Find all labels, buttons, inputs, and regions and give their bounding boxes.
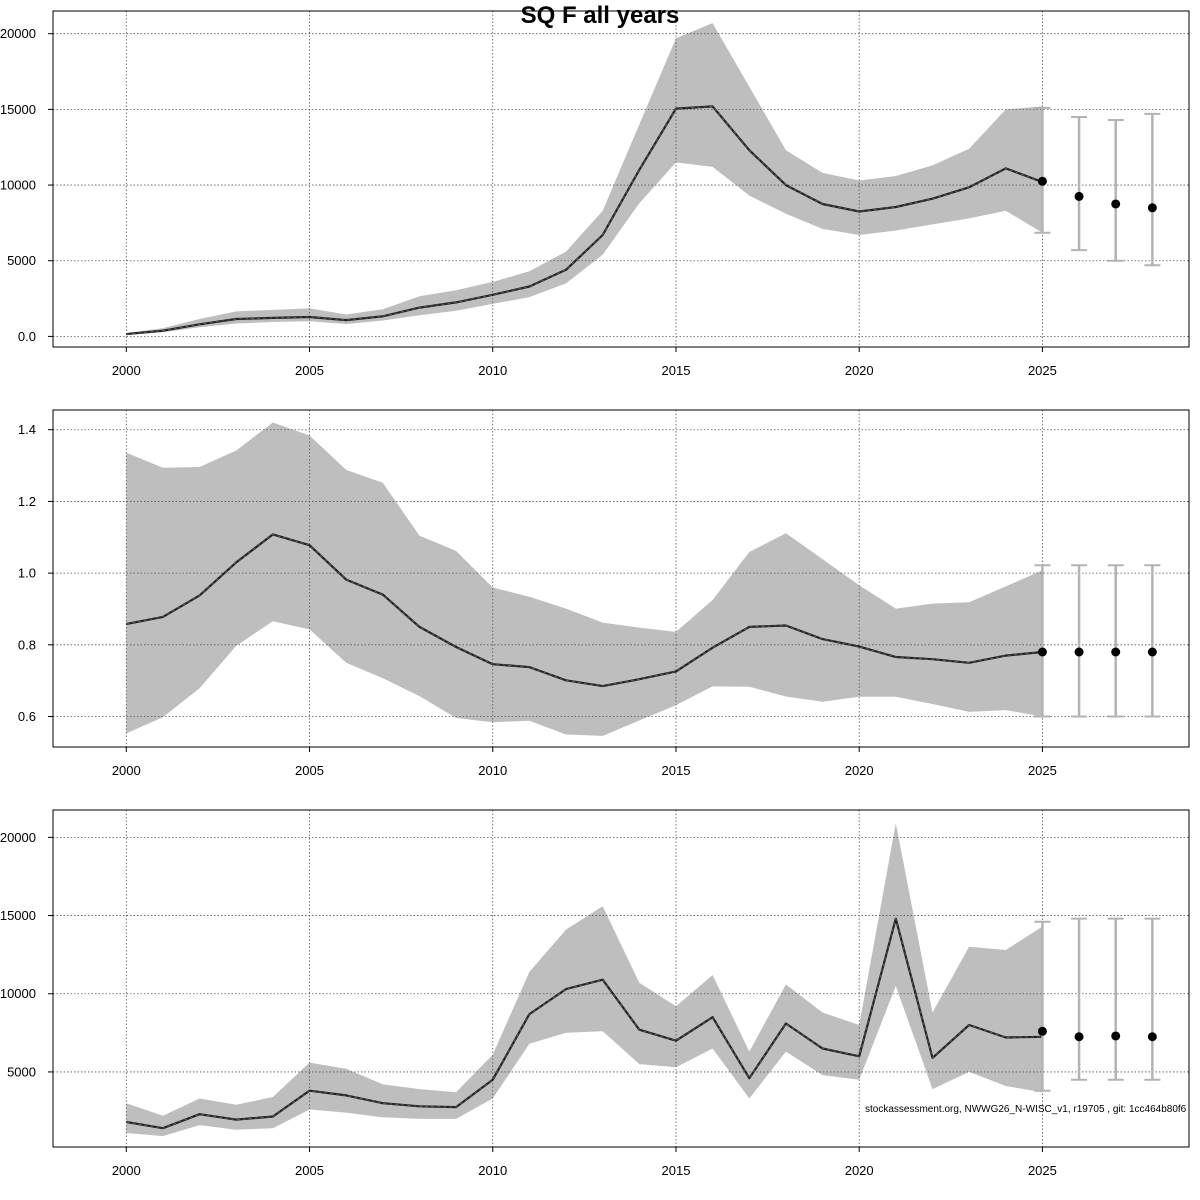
x-tick-label: 2025 [1028, 763, 1057, 778]
x-tick-label: 2005 [295, 1163, 324, 1178]
x-tick-label: 2015 [662, 1163, 691, 1178]
panel-top: 2000 2005 2010 2015 2020 2025 0.0 5000 10000 1500… [0, 10, 1190, 378]
x-tick-label: 2010 [478, 1163, 507, 1178]
y-tick-label: 0.6 [18, 709, 36, 724]
y-tick-label: 15000 [0, 102, 36, 117]
x-tick-label: 2020 [845, 1163, 874, 1178]
forecast-point [1147, 203, 1157, 213]
forecast-point [1037, 176, 1047, 186]
x-tick-label: 2020 [845, 363, 874, 378]
estimate-line-dash [126, 533, 1043, 687]
y-tick-label: 1.2 [18, 494, 36, 509]
x-tick-label: 2000 [112, 363, 141, 378]
x-tick-label: 2025 [1028, 1163, 1057, 1178]
x-tick-label: 2020 [845, 763, 874, 778]
estimate-line-dash [126, 917, 1043, 1129]
forecast-point [1074, 191, 1084, 201]
y-tick-label: 0.8 [18, 637, 36, 652]
forecast-point [1147, 647, 1157, 657]
confidence-band [126, 422, 1043, 736]
estimate-line [126, 105, 1043, 336]
y-tick-label: 1.0 [18, 566, 36, 581]
y-tick-label: 20000 [0, 26, 36, 41]
figure-title: SQ F all years [520, 2, 680, 29]
y-tick-label: 15000 [0, 908, 36, 923]
x-tick-label: 2015 [662, 363, 691, 378]
plot-frame [52, 10, 1190, 348]
forecast-point [1037, 1026, 1047, 1036]
y-tick-label: 10000 [0, 178, 36, 193]
y-tick-label: 0.0 [18, 329, 36, 344]
x-tick-label: 2010 [478, 363, 507, 378]
y-tick-label: 1.4 [18, 422, 36, 437]
y-tick-label: 20000 [0, 830, 36, 845]
forecast-point [1111, 1031, 1121, 1041]
x-tick-label: 2015 [662, 763, 691, 778]
panel-middle: 2000 2005 2010 2015 2020 2025 0.6 0.8 1.0 1.2 1.4 [18, 409, 1190, 778]
forecast-point [1147, 1032, 1157, 1042]
y-tick-label: 10000 [0, 986, 36, 1001]
x-tick-label: 2000 [112, 1163, 141, 1178]
x-tick-label: 2000 [112, 763, 141, 778]
x-tick-label: 2005 [295, 763, 324, 778]
panel-bottom: 2000 2005 2010 2015 2020 2025 5000 10000 15000 20… [0, 809, 1190, 1178]
forecast-point [1111, 647, 1121, 657]
x-tick-label: 2005 [295, 363, 324, 378]
confidence-band [126, 823, 1043, 1137]
x-tick-label: 2010 [478, 763, 507, 778]
plot-frame [52, 409, 1190, 748]
x-tick-label: 2025 [1028, 363, 1057, 378]
confidence-band [126, 23, 1043, 335]
forecast-point [1037, 647, 1047, 657]
source-footnote: stockassessment.org, NWWG26_N-WISC_v1, r… [865, 1104, 1187, 1115]
forecast-point [1074, 1032, 1084, 1042]
plot-frame [52, 809, 1190, 1148]
forecast-point [1074, 647, 1084, 657]
y-tick-label: 5000 [7, 1064, 36, 1079]
forecast-point [1111, 199, 1121, 209]
y-tick-label: 5000 [7, 253, 36, 268]
